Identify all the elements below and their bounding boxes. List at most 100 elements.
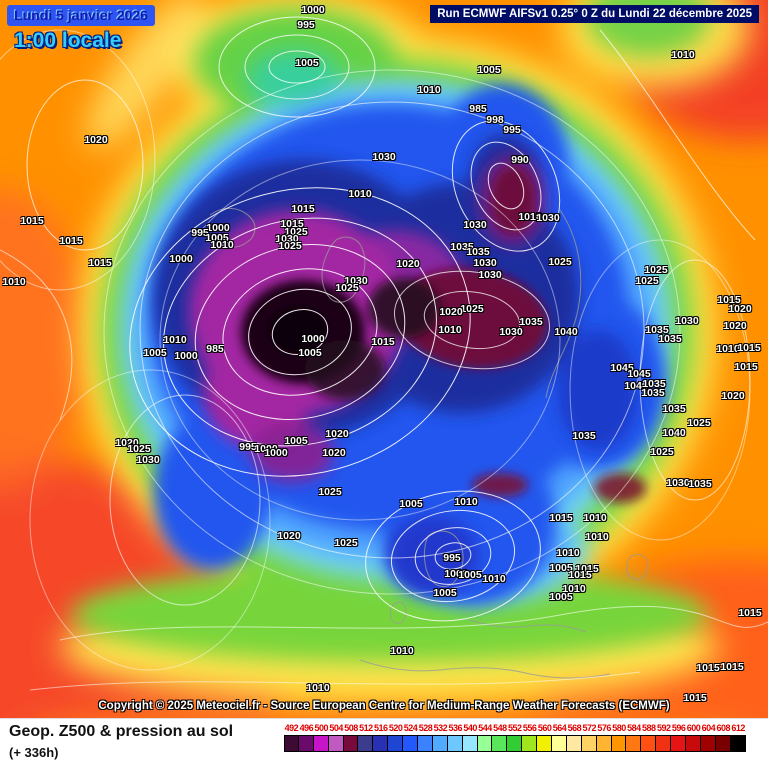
pressure-label: 1015 <box>59 234 83 247</box>
pressure-label: 1030 <box>275 232 299 245</box>
field-vortex-core <box>241 278 440 400</box>
pressure-label: 1015 <box>738 606 762 619</box>
legend-bar: Geop. Z500 & pression au sol (+ 336h) 49… <box>0 718 768 768</box>
pressure-label: 1015 <box>291 202 315 215</box>
scale-color-cell <box>358 735 374 752</box>
pressure-label: 1020 <box>439 305 463 318</box>
pressure-label: 1045 <box>610 361 634 374</box>
pressure-label: 1005 <box>433 586 457 599</box>
scale-value: 564 <box>552 723 567 733</box>
scale-color-cell <box>537 735 553 752</box>
pressure-label: 1040 <box>624 379 648 392</box>
pressure-label: 1035 <box>519 315 543 328</box>
pressure-label: 1015 <box>717 293 741 306</box>
scale-value: 548 <box>493 723 507 733</box>
pressure-label: 1010 <box>438 323 462 336</box>
pressure-label: 995 <box>443 551 461 564</box>
scale-value: 596 <box>671 723 686 733</box>
pressure-label: 1010 <box>482 572 506 585</box>
scale-color-cell <box>388 735 404 752</box>
scale-step: 524 <box>403 722 419 752</box>
pressure-label: 1035 <box>688 477 712 490</box>
pressure-label: 1015 <box>575 562 599 575</box>
scale-value: 504 <box>329 723 343 733</box>
scale-value: 560 <box>537 723 552 733</box>
pressure-label: 1030 <box>666 476 690 489</box>
copyright-line: Copyright © 2025 Meteociel.fr - Source E… <box>98 700 670 712</box>
scale-step: 580 <box>611 722 627 752</box>
scale-step: 596 <box>671 722 687 752</box>
pressure-label: 1010 <box>348 187 372 200</box>
pressure-label: 1030 <box>536 211 560 224</box>
pressure-label: 1025 <box>318 485 342 498</box>
pressure-label: 1015 <box>371 335 395 348</box>
scale-value: 492 <box>284 723 299 733</box>
pressure-label: 1035 <box>642 377 666 390</box>
scale-step: 568 <box>566 722 582 752</box>
pressure-label: 1030 <box>499 325 523 338</box>
scale-step: 532 <box>432 722 448 752</box>
contour-lines <box>0 16 768 691</box>
pressure-label: 1005 <box>549 561 573 574</box>
scale-value: 524 <box>403 723 418 733</box>
scale-step: 548 <box>492 722 508 752</box>
scale-step: 572 <box>581 722 597 752</box>
scale-value: 552 <box>508 723 522 733</box>
scale-step: 592 <box>656 722 672 752</box>
pressure-label: 1040 <box>662 426 686 439</box>
pressure-label: 1005 <box>295 56 319 69</box>
pressure-label: 1025 <box>644 263 668 276</box>
pressure-label: 1030 <box>675 314 699 327</box>
pressure-label: 1000 <box>301 3 325 16</box>
scale-color-cell <box>626 735 642 752</box>
scale-color-cell <box>373 735 389 752</box>
scale-value: 600 <box>686 723 701 733</box>
pressure-label: 1025 <box>278 239 302 252</box>
pressure-label: 1010 <box>2 275 26 288</box>
pressure-label: 1015 <box>549 511 573 524</box>
pressure-label: 1020 <box>115 436 139 449</box>
scale-step: 600 <box>686 722 701 752</box>
pressure-label: 995 <box>191 226 209 239</box>
scale-color-cell <box>284 735 299 752</box>
pressure-label: 1030 <box>372 150 396 163</box>
pressure-label: 1020 <box>396 257 420 270</box>
scale-step: 544 <box>477 722 493 752</box>
scale-color-cell <box>447 735 463 752</box>
pressure-label: 1015 <box>280 217 304 230</box>
pressure-label: 1000 <box>264 446 288 459</box>
pressure-label: 1005 <box>298 346 322 359</box>
pressure-label: 1035 <box>641 386 665 399</box>
pressure-label: 1010 <box>163 333 187 346</box>
scale-step: 560 <box>537 722 553 752</box>
scale-step: 564 <box>552 722 567 752</box>
pressure-label: 1025 <box>334 536 358 549</box>
scale-step: 504 <box>328 722 344 752</box>
color-scale: 492 496 500 504 508 512 516 520 524 528 532 536 540 5… <box>284 722 746 752</box>
pressure-label: 1005 <box>284 434 308 447</box>
scale-color-cell <box>492 735 508 752</box>
pressure-label: 1000 <box>174 349 198 362</box>
scale-color-cell <box>418 735 433 752</box>
pressure-label: 1020 <box>721 389 745 402</box>
scale-value: 544 <box>478 723 492 733</box>
scale-color-cell <box>700 735 716 752</box>
scale-step: 552 <box>507 722 523 752</box>
pressure-label: 985 <box>206 342 224 355</box>
pressure-label: 1015 <box>88 256 112 269</box>
scale-step: 500 <box>313 722 329 752</box>
scale-step: 516 <box>373 722 389 752</box>
pressure-label: 1030 <box>344 274 368 287</box>
scale-color-cell <box>507 735 523 752</box>
pressure-label: 1010 <box>390 644 414 657</box>
scale-value: 540 <box>463 723 477 733</box>
pressure-label: 1045 <box>627 367 651 380</box>
scale-value: 520 <box>388 723 403 733</box>
pressure-label: 1000 <box>444 567 468 580</box>
scale-value: 528 <box>418 723 433 733</box>
model-run-banner: Run ECMWF AIFSv1 0.25° 0 Z du Lundi 22 d… <box>430 5 759 23</box>
scale-value: 584 <box>627 723 641 733</box>
scale-step: 496 <box>298 722 314 752</box>
scale-step: 604 <box>700 722 716 752</box>
